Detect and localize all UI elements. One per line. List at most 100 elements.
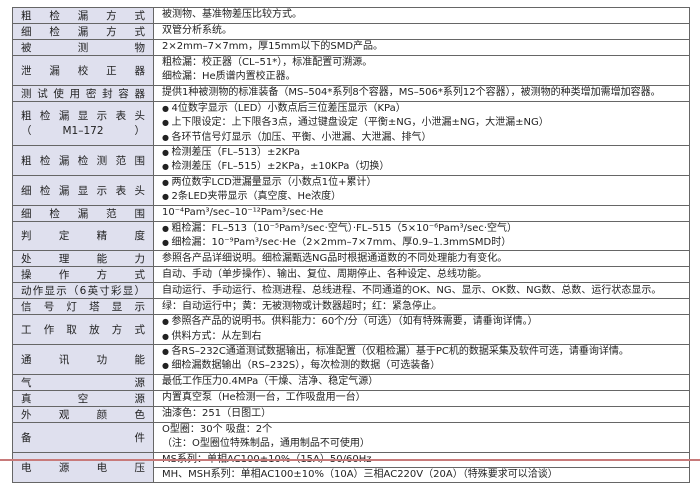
bullet-line: 检测差压（FL–513）±2KPa bbox=[162, 146, 689, 160]
bullet-line: 各RS–232C通道测试数据输出，标准配置（仅粗检漏）基于PC机的数据采集及软件… bbox=[162, 345, 689, 359]
row-label-text: 备件 bbox=[21, 431, 145, 444]
row-value: 被测物、基准物差压比较方式。 bbox=[153, 7, 690, 24]
table-row: 细检漏范围 10⁻⁴Pam³/sec–10⁻¹²Pam³/sec·He bbox=[12, 204, 690, 222]
row-label-text: 外观颜色 bbox=[21, 408, 145, 421]
row-value: O型圈：30个 吸盘：2个 （注：O型圈位特殊制品，通用制品不可使用） bbox=[153, 421, 690, 453]
row-label-text: 判定精度 bbox=[21, 230, 145, 243]
row-value: 油漆色：251（日图工） bbox=[153, 405, 690, 423]
table-row: 细检漏显示表头两位数字LCD泄漏量显示（小数点1位+累计）2条LED夹带显示（真… bbox=[12, 174, 690, 206]
row-value: 参照各产品详细说明。细检漏甄选NG品时根据通道数的不同处理能力有变化。 bbox=[153, 250, 690, 268]
row-value: 10⁻⁴Pam³/sec–10⁻¹²Pam³/sec·He bbox=[153, 204, 690, 222]
table-row: 判定精度 粗检漏：FL–513（10⁻⁵Pam³/sec·空气）·FL–515（5… bbox=[12, 220, 690, 252]
row-label: 细检漏方式 bbox=[12, 23, 154, 40]
row-label-text: 信号灯塔显示 bbox=[21, 301, 145, 314]
value-line: O型圈：30个 吸盘：2个 bbox=[162, 423, 273, 435]
row-label: 处理能力 bbox=[12, 250, 154, 268]
row-label-text: 粗检漏方式 bbox=[21, 10, 145, 22]
value-line: 粗检漏：校正器（CL–51*），标准配置可溯源。 bbox=[162, 57, 373, 68]
value-line: 自动、手动（单步操作）、输出、复位、周期停止、各种设定、总线功能。 bbox=[162, 268, 487, 280]
row-label-text: 被测物 bbox=[21, 42, 145, 54]
row-value: 绿：自动运行中；黄：无被测物或计数器超时；红：紧急停止。 bbox=[153, 298, 690, 316]
table-row: 粗检漏显示表头 （M1–172） 4位数字显示（LED）小数点后三位差压显示（KPa… bbox=[12, 100, 690, 146]
row-label-text: 测试使用密封容器 bbox=[21, 87, 145, 100]
value-line: 提供1种被测物的标准装备（MS–504*系列8个容器，MS–506*系列12个容… bbox=[162, 87, 661, 99]
row-value: 提供1种被测物的标准装备（MS–504*系列8个容器，MS–506*系列12个容… bbox=[153, 84, 690, 102]
row-label: 真空源 bbox=[12, 389, 154, 407]
spec-table: 粗检漏方式 被测物、基准物差压比较方式。 细检漏方式 双管分析系统。被测物 2×2mm–… bbox=[12, 7, 690, 483]
row-label: 气源 bbox=[12, 373, 154, 391]
value-line: 双管分析系统。 bbox=[162, 25, 232, 37]
row-label: 细检漏显示表头 bbox=[12, 174, 154, 206]
row-label-text: 泄漏校正器 bbox=[21, 64, 145, 77]
table-row: 外观颜色 油漆色：251（日图工） bbox=[12, 405, 690, 423]
row-label: 工作取放方式 bbox=[12, 314, 154, 346]
row-value: 各RS–232C通道测试数据输出，标准配置（仅粗检漏）基于PC机的数据采集及软件… bbox=[153, 344, 690, 375]
row-value: 2×2mm–7×7mm，厚15mm以下的SMD产品。 bbox=[153, 39, 690, 56]
row-label: 动作显示（6英寸彩显） bbox=[12, 282, 154, 300]
row-label-text: 细检漏显示表头 bbox=[21, 184, 145, 197]
table-row: 处理能力 参照各产品详细说明。细检漏甄选NG品时根据通道数的不同处理能力有变化。 bbox=[12, 250, 690, 268]
row-value: 双管分析系统。 bbox=[153, 23, 690, 40]
bullet-line: 4位数字显示（LED）小数点后三位差压显示（KPa） bbox=[162, 102, 689, 116]
row-label-text: 细检漏范围 bbox=[21, 207, 145, 220]
row-label: 操作方式 bbox=[12, 266, 154, 284]
table-row: 粗检漏检测范围 检测差压（FL–513）±2KPa检测差压（FL–515）±2KP… bbox=[12, 144, 690, 176]
row-label: 通讯功能 bbox=[12, 344, 154, 375]
bullet-line: 粗检漏：FL–513（10⁻⁵Pam³/sec·空气）·FL–515（5×10⁻… bbox=[162, 222, 689, 236]
row-label-text: 真空源 bbox=[21, 392, 145, 405]
table-row: 操作方式 自动、手动（单步操作）、输出、复位、周期停止、各种设定、总线功能。 bbox=[12, 266, 690, 284]
row-value: 参照各产品的说明书。供料能力：60个/分（可选）（如有特殊需要，请垂询详情。）供… bbox=[153, 314, 690, 346]
row-label-text: 电源电压 bbox=[21, 462, 145, 475]
row-value: 自动、手动（单步操作）、输出、复位、周期停止、各种设定、总线功能。 bbox=[153, 266, 690, 284]
bullet-line: 两位数字LCD泄漏量显示（小数点1位+累计） bbox=[162, 176, 689, 190]
table-row: 被测物 2×2mm–7×7mm，厚15mm以下的SMD产品。 bbox=[12, 39, 690, 56]
table-row: 通讯功能 各RS–232C通道测试数据输出，标准配置（仅粗检漏）基于PC机的数据采… bbox=[12, 344, 690, 375]
row-value: 内置真空泵（He检测一台，工作吸盘用一台） bbox=[153, 389, 690, 407]
row-label-text: 粗检漏检测范围 bbox=[21, 154, 145, 167]
row-label-text: 处理能力 bbox=[21, 253, 145, 266]
row-value: 最低工作压力0.4MPa（干燥、洁净、稳定气源） bbox=[153, 373, 690, 391]
row-label-text: 通讯功能 bbox=[21, 353, 145, 366]
table-row: 信号灯塔显示 绿：自动运行中；黄：无被测物或计数器超时；红：紧急停止。 bbox=[12, 298, 690, 316]
row-value: 两位数字LCD泄漏量显示（小数点1位+累计）2条LED夹带显示（真空度、He浓度… bbox=[153, 174, 690, 206]
row-label: 备件 bbox=[12, 421, 154, 453]
bullet-line: 各环节信号灯显示（加压、平衡、小泄漏、大泄漏、排气） bbox=[162, 131, 689, 145]
row-value: MH、MSH系列：单相AC100±10%（10A）三相AC220V（20A）（特… bbox=[153, 467, 690, 483]
value-line: 最低工作压力0.4MPa（干燥、洁净、稳定气源） bbox=[162, 376, 379, 388]
table-row: 真空源 内置真空泵（He检测一台，工作吸盘用一台） bbox=[12, 389, 690, 407]
value-line: MH、MSH系列：单相AC100±10%（10A）三相AC220V（20A）（特… bbox=[162, 469, 558, 481]
table-row: 备件 O型圈：30个 吸盘：2个 （注：O型圈位特殊制品，通用制品不可使用） bbox=[12, 421, 690, 453]
row-value: 粗检漏：校正器（CL–51*），标准配置可溯源。 细检漏：He质谱内置校正器。 bbox=[153, 55, 690, 86]
value-line: 10⁻⁴Pam³/sec–10⁻¹²Pam³/sec·He bbox=[162, 206, 324, 218]
row-label: 泄漏校正器 bbox=[12, 55, 154, 86]
row-label: 粗检漏检测范围 bbox=[12, 144, 154, 176]
table-row: 泄漏校正器 粗检漏：校正器（CL–51*），标准配置可溯源。 细检漏：He质谱内置校… bbox=[12, 55, 690, 86]
value-line: 细检漏：He质谱内置校正器。 bbox=[162, 71, 296, 83]
table-row: 细检漏方式 双管分析系统。 bbox=[12, 23, 690, 40]
bullet-line: 上下限设定：上下限各3点，通过键盘设定（平衡±NG，小泄漏±NG，大泄漏±NG） bbox=[162, 116, 689, 130]
table-row: 气源 最低工作压力0.4MPa（干燥、洁净、稳定气源） bbox=[12, 373, 690, 391]
row-value: 4位数字显示（LED）小数点后三位差压显示（KPa）上下限设定：上下限各3点，通… bbox=[153, 100, 690, 146]
value-line: 内置真空泵（He检测一台，工作吸盘用一台） bbox=[162, 392, 366, 404]
row-label-text: 工作取放方式 bbox=[21, 324, 145, 337]
row-label: 被测物 bbox=[12, 39, 154, 56]
row-label: 细检漏范围 bbox=[12, 204, 154, 222]
bullet-line: 细检漏数据输出（RS–232S），每次检测的数据（可选装备） bbox=[162, 359, 689, 373]
row-label-text: 细检漏方式 bbox=[21, 26, 145, 38]
value-line: 参照各产品详细说明。细检漏甄选NG品时根据通道数的不同处理能力有变化。 bbox=[162, 252, 508, 264]
row-label: 测试使用密封容器 bbox=[12, 84, 154, 102]
footer-divider bbox=[0, 459, 700, 461]
value-line: 2×2mm–7×7mm，厚15mm以下的SMD产品。 bbox=[162, 41, 384, 53]
value-line: （注：O型圈位特殊制品，通用制品不可使用） bbox=[162, 438, 370, 450]
bullet-line: 检测差压（FL–515）±2KPa，±10KPa（切换） bbox=[162, 160, 689, 174]
row-label: 外观颜色 bbox=[12, 405, 154, 423]
row-label-text: 粗检漏显示表头 bbox=[21, 110, 145, 123]
row-label-text: 气源 bbox=[21, 376, 145, 389]
row-label-text: 操作方式 bbox=[21, 269, 145, 282]
bullet-line: 参照各产品的说明书。供料能力：60个/分（可选）（如有特殊需要，请垂询详情。） bbox=[162, 315, 689, 329]
table-row: 动作显示（6英寸彩显） 自动运行、手动运行、检测进程、总线进程、不同通道的OK、N… bbox=[12, 282, 690, 300]
bullet-line: 细检漏：10⁻⁹Pam³/sec·He（2×2mm–7×7mm、厚0.9–1.3… bbox=[162, 236, 689, 250]
bullet-line: 2条LED夹带显示（真空度、He浓度） bbox=[162, 190, 689, 204]
row-value: 自动运行、手动运行、检测进程、总线进程、不同通道的OK、NG、显示、OK数、NG… bbox=[153, 282, 690, 300]
row-label: 电源电压 bbox=[12, 451, 154, 483]
